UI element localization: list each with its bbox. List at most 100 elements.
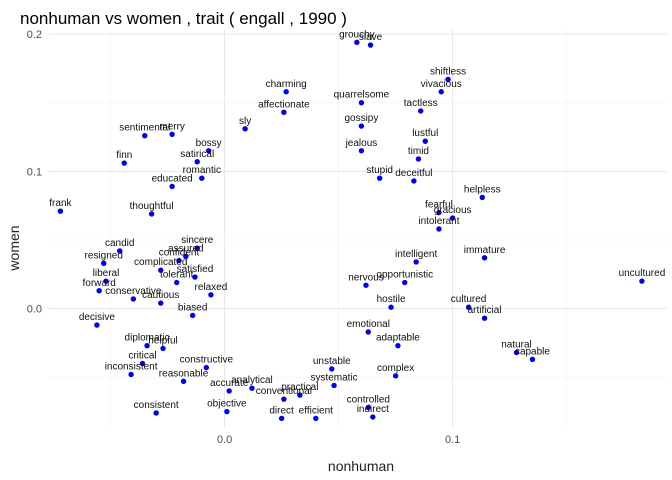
point-label: timid [408,146,429,157]
point-label: affectionate [258,99,310,110]
data-point [481,255,488,261]
data-point [436,209,442,216]
point-label: finn [116,150,132,161]
data-point [169,131,175,138]
point-label: candid [105,238,134,249]
point-label: tactless [404,98,438,109]
data-point [144,342,150,349]
data-point [388,304,394,310]
point-label: thoughtful [130,201,174,212]
data-point [192,274,198,280]
x-tick-label: 0.0 [217,434,232,446]
point-label: resigned [85,250,123,261]
data-point [101,260,107,267]
data-point [331,382,337,389]
data-point [313,415,319,422]
point-label: merry [159,121,185,132]
data-point [365,329,371,335]
y-tick-label: 0.2 [27,29,42,41]
data-point [224,408,230,415]
data-point [208,292,214,298]
data-point [329,366,335,372]
point-label: reasonable [159,368,209,379]
point-label: systematic [310,372,357,383]
data-point [376,175,383,181]
data-point [422,138,428,144]
point-label: adaptable [376,333,420,344]
point-label: inconsistent [105,361,158,372]
point-label: charming [266,79,307,90]
data-point [449,215,456,221]
data-point [160,345,166,352]
point-label: shiftless [430,66,466,77]
point-label: forward [82,278,115,289]
data-point [278,415,285,422]
point-label: educated [152,173,193,184]
point-label: assured [168,243,204,254]
y-axis-title: women [6,225,22,271]
point-label: liberal [93,268,120,279]
data-point [513,349,520,356]
point-label: intelligent [395,249,437,260]
point-label: lustful [412,128,438,139]
data-point [283,89,289,95]
point-label: opportunistic [376,270,433,281]
data-point [639,278,645,284]
point-label: stupid [366,165,393,176]
data-point [365,404,371,411]
point-label: jealous [345,138,378,149]
data-point [367,42,374,48]
point-label: unstable [313,356,351,367]
point-label: practical [281,382,318,393]
point-label: deceitful [395,168,432,179]
data-point [402,279,408,286]
point-label: artificial [468,305,502,316]
data-point [358,100,365,106]
data-point [481,315,488,321]
point-label: hostile [377,294,406,305]
data-point [281,396,287,402]
point-label: controlled [347,394,390,405]
data-point [358,123,365,129]
point-label: grouchy [339,29,375,40]
data-point [411,178,417,184]
point-label: uncultured [619,268,666,279]
data-point [413,259,419,265]
point-label: helpless [464,184,501,195]
point-label: romantic [183,165,221,176]
data-point [395,342,401,349]
data-point [176,257,182,264]
chart-title: nonhuman vs women , trait ( engall , 199… [20,9,347,28]
point-label: bossy [196,138,222,149]
data-point [103,278,109,284]
data-point [174,279,180,286]
data-point [358,148,365,154]
point-label: direct [269,405,294,416]
point-label: nervous [348,272,384,283]
data-point [205,148,212,154]
data-point [180,378,187,385]
data-point [242,126,248,132]
point-label: cultured [451,294,487,305]
point-label: constructive [180,355,234,366]
point-label: efficient [299,405,334,416]
point-label: gracious [434,205,472,216]
point-label: satisfied [177,264,214,275]
data-point [392,373,399,379]
point-label: complex [377,363,414,374]
point-label: gossipy [344,113,378,124]
point-label: relaxed [195,282,228,293]
data-point [183,253,189,260]
data-point [199,175,205,181]
point-label: indirect [357,404,389,415]
data-points [57,39,645,422]
point-label: satirical [180,149,214,160]
data-point [158,300,164,306]
data-point [226,388,232,394]
data-point [57,208,64,214]
data-point [153,410,159,416]
point-label: sincere [181,235,214,246]
point-label: biased [178,302,207,313]
point-label: critical [128,350,156,361]
